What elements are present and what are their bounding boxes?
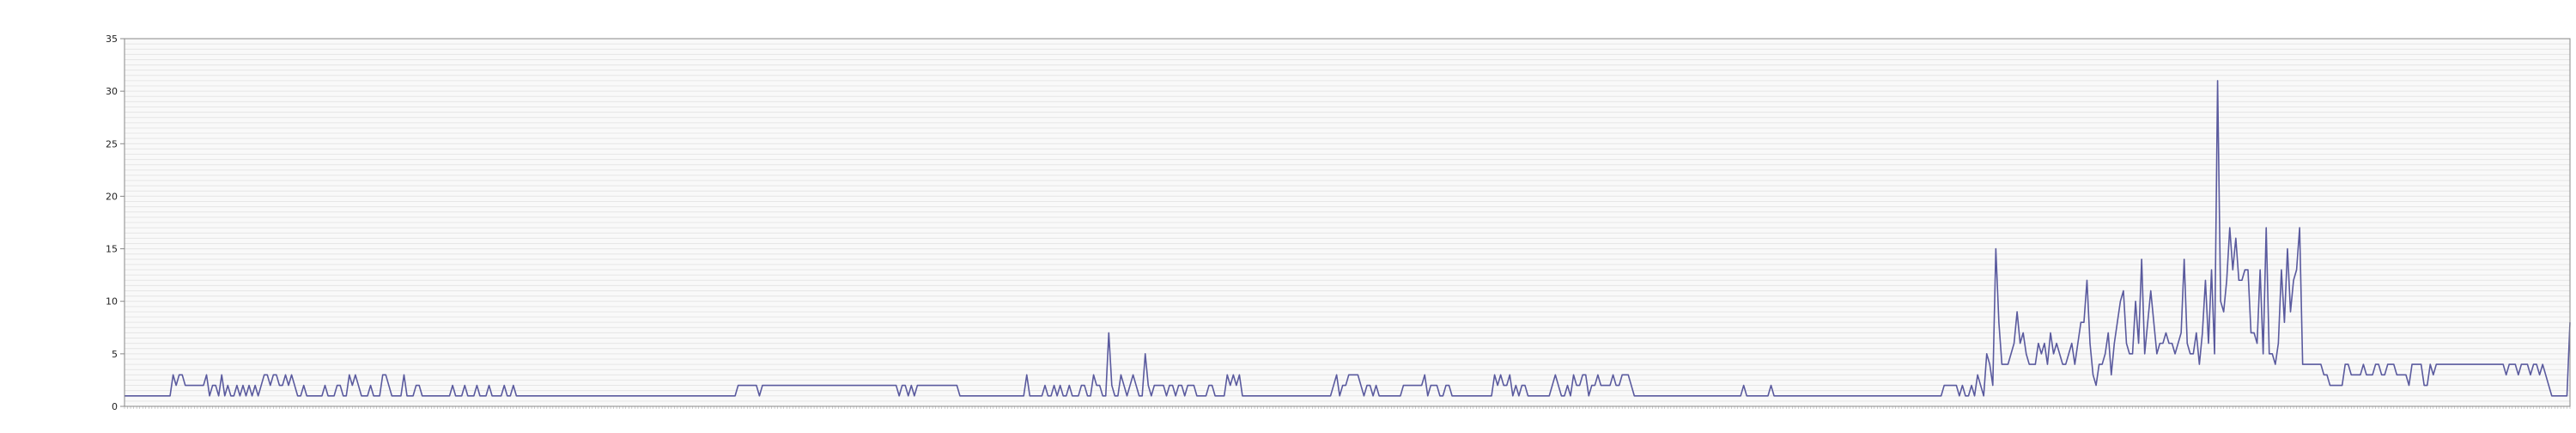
y-tick-label: 25 <box>106 138 118 149</box>
y-axis-ticks: 0 5 10 15 20 25 30 35 <box>106 34 125 412</box>
y-tick-label: 0 <box>112 401 118 412</box>
y-tick-label: 30 <box>106 86 118 97</box>
y-tick-label: 15 <box>106 244 118 255</box>
y-tick-label: 20 <box>106 191 118 202</box>
y-tick-label: 5 <box>112 349 118 360</box>
series-line <box>125 80 2571 397</box>
plot-frame <box>124 38 2571 407</box>
y-tick-label: 10 <box>106 296 118 308</box>
y-tick-label: 35 <box>106 34 118 45</box>
